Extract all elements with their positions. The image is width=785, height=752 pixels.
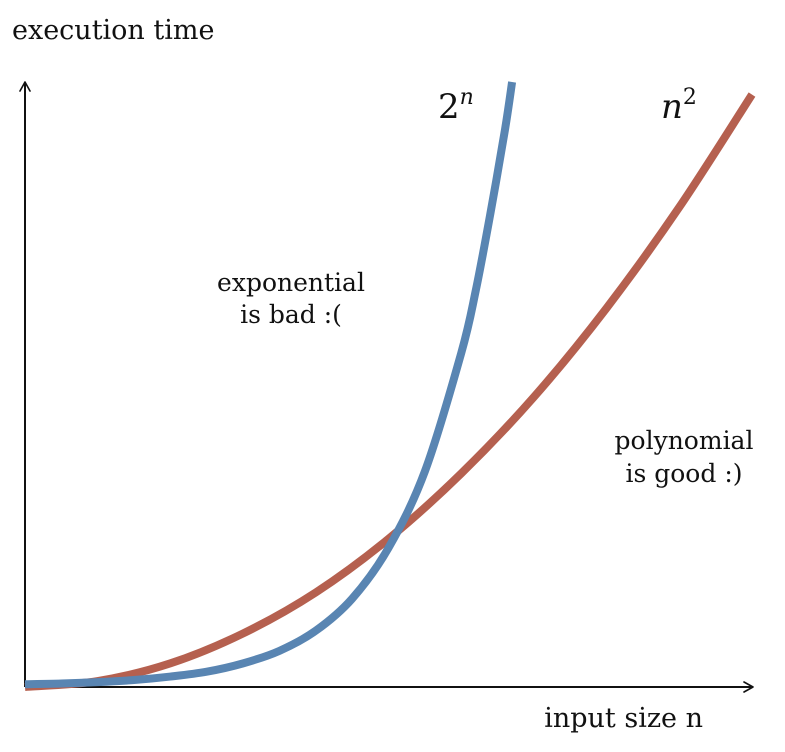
annotation-exponential-line1: exponential (217, 268, 365, 297)
series-label-exponential-base: 2 (438, 87, 460, 127)
series-label-exponential-exp: n (460, 85, 474, 110)
annotation-polynomial-line2: is good :) (625, 459, 742, 488)
annotation-polynomial-line1: polynomial (615, 426, 754, 455)
annotation-exponential-line2: is bad :( (240, 300, 342, 329)
x-axis-title: input size n (544, 703, 703, 734)
series-label-polynomial: n2 (661, 85, 697, 127)
y-axis-title: execution time (12, 15, 214, 46)
series-line-polynomial (24, 92, 756, 691)
series-layer (24, 81, 756, 691)
series-line-exponential (24, 81, 517, 689)
series-label-polynomial-base: n (661, 87, 683, 127)
series-label-polynomial-exp: 2 (683, 85, 697, 110)
series-label-exponential: 2n (438, 85, 474, 127)
